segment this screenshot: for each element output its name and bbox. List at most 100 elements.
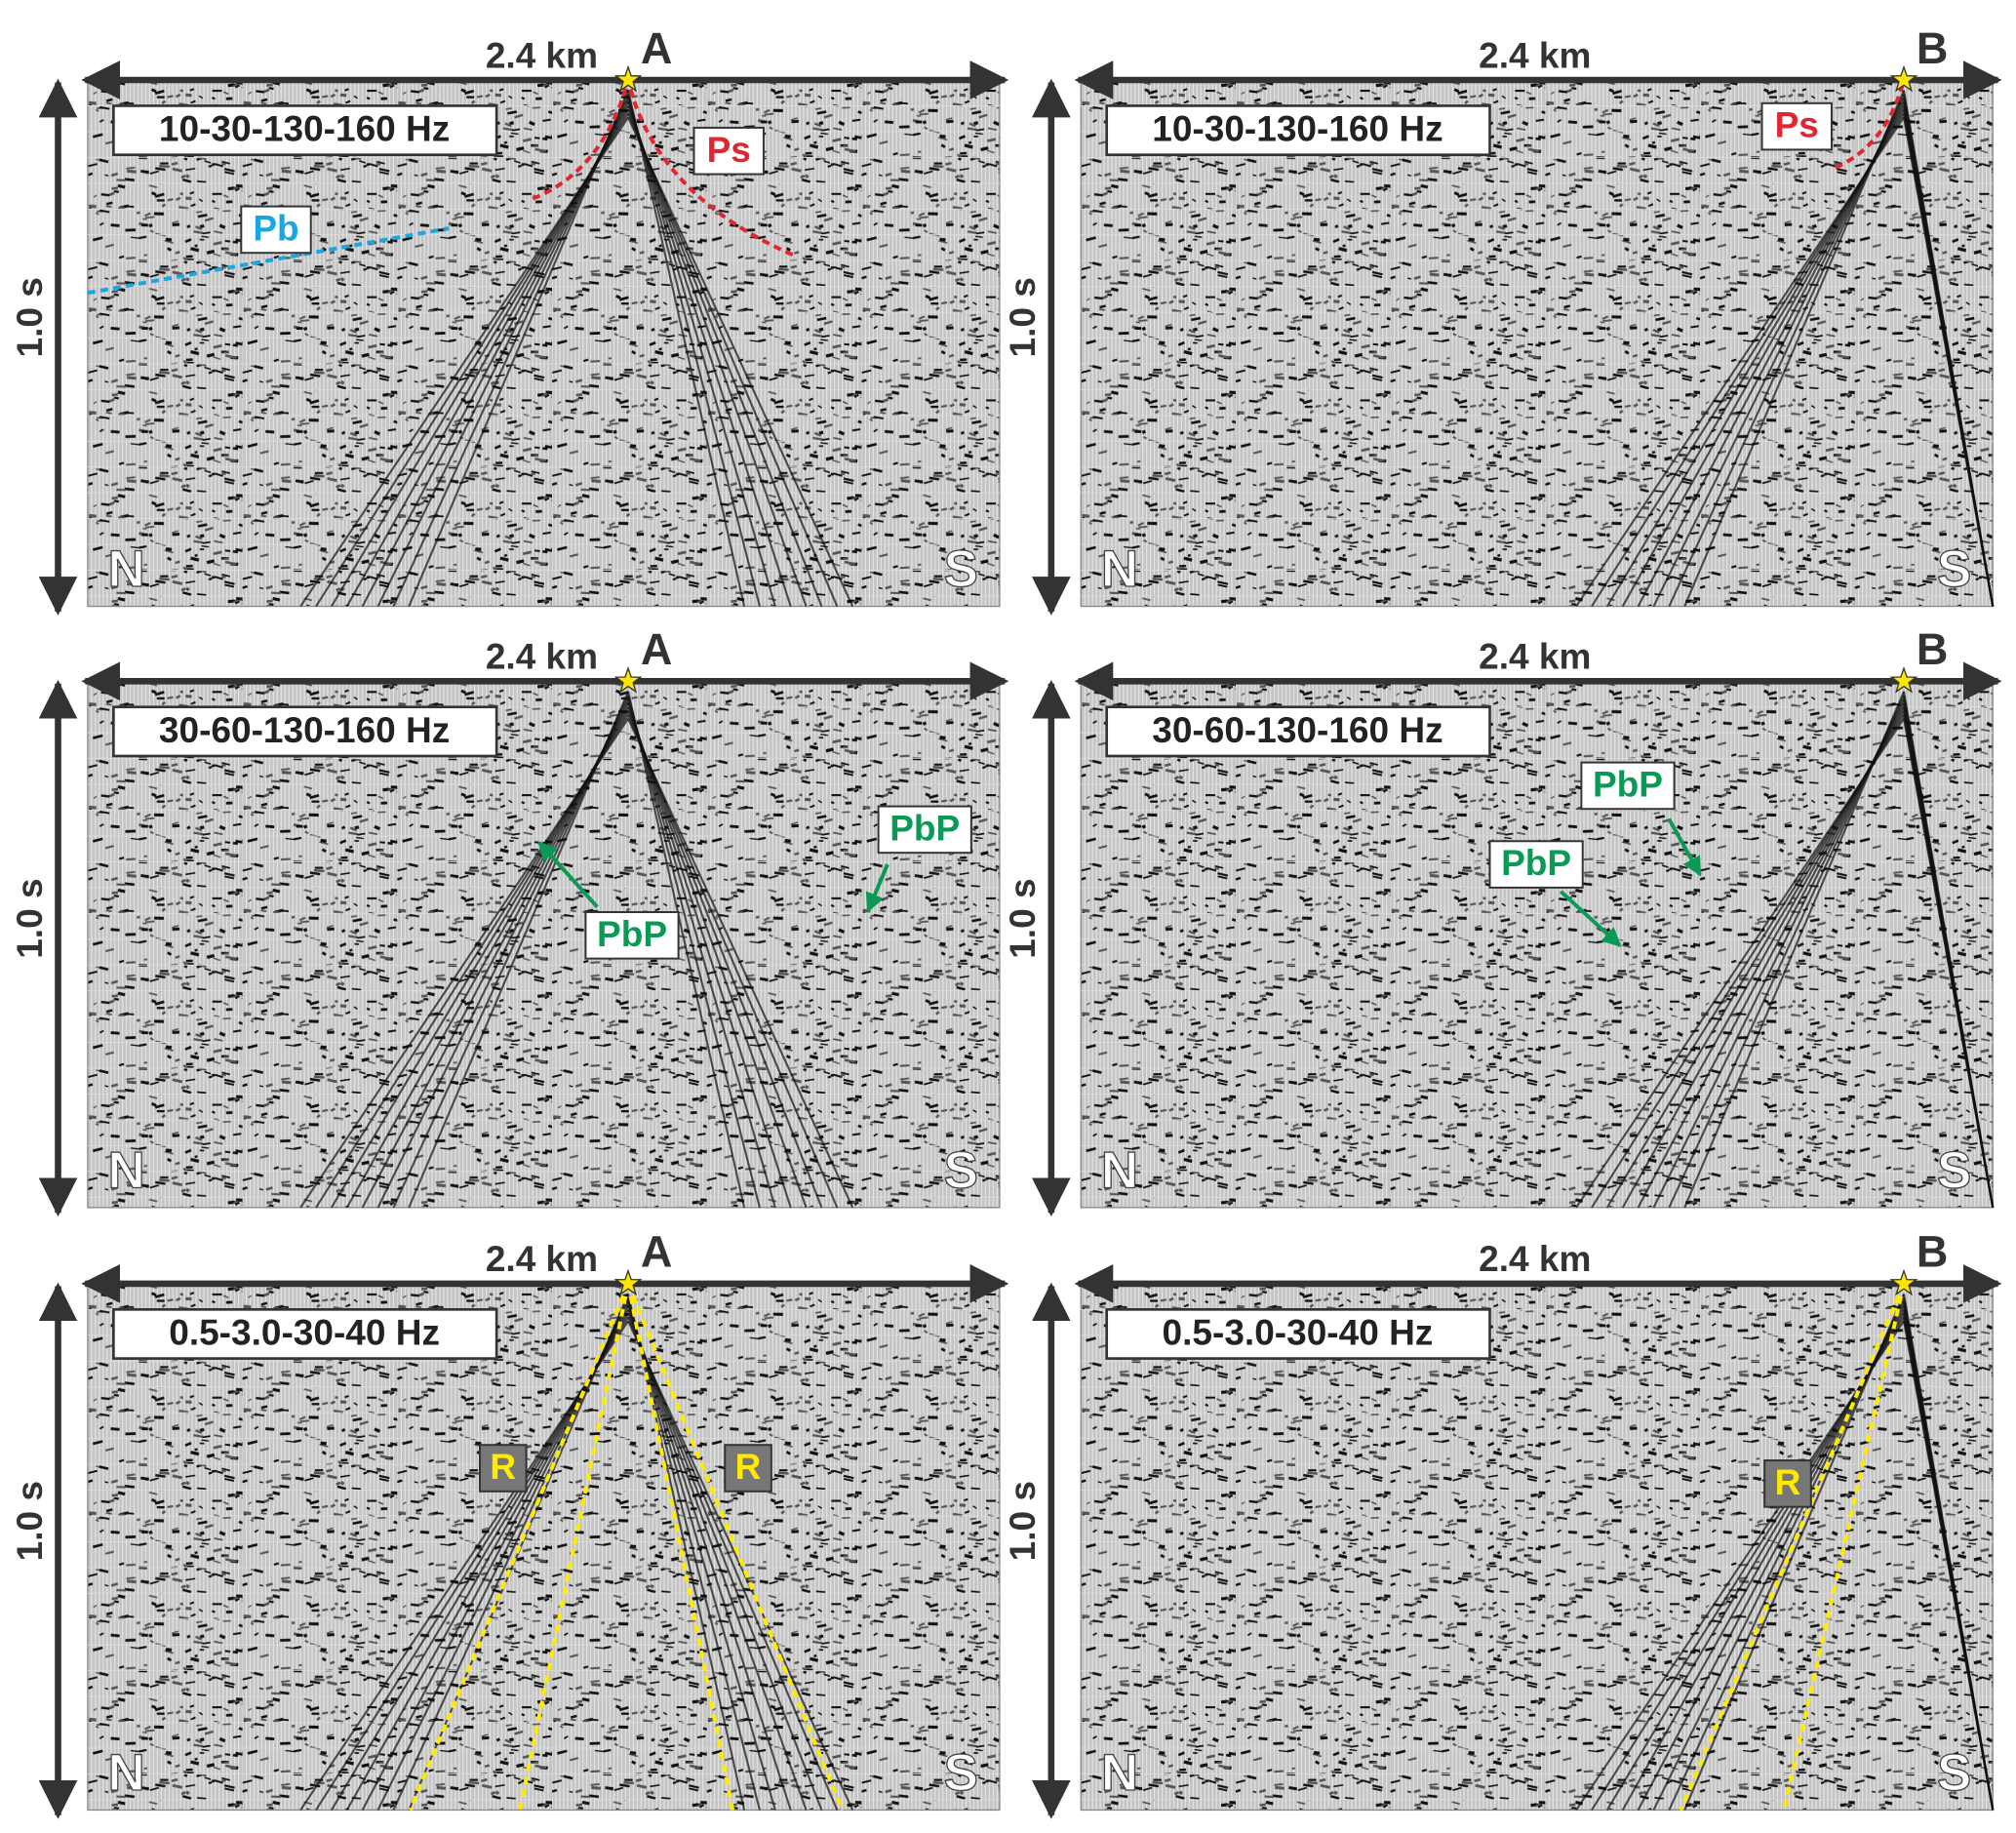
first-arrival [627,698,776,1209]
phase-box [1763,1459,1812,1508]
phase-label: R [490,1446,516,1487]
distance-label: 2.4 km [486,34,598,75]
phase-label: R [735,1446,762,1487]
panel: 2.4 km 1.0 s A 0.5-3.0-30-40 Hz N S R R [9,1227,1009,1819]
first-arrival [627,1301,776,1811]
first-arrival [627,691,746,1209]
filter-label: 10-30-130-160 Hz [159,108,450,149]
seismic-section [87,680,1001,1209]
shot-star [613,64,643,93]
filter-box [1105,1308,1491,1360]
shot-label: B [1917,1227,1948,1277]
first-arrival [1902,117,1995,607]
phase-arrow [1667,817,1702,877]
phase-box [724,1444,772,1493]
phase-curve [87,226,450,296]
phase-label: Ps [707,129,751,170]
distance-label: 2.4 km [486,636,598,677]
filter-box [112,705,498,758]
shot-label: A [641,1227,672,1277]
phase-box [1488,840,1584,889]
first-arrival [627,1308,808,1811]
phase-label: PbP [1501,842,1571,883]
shot-label: A [641,624,672,674]
first-arrival [627,710,823,1209]
first-arrival [627,1297,761,1811]
phase-arrow [1559,890,1622,947]
time-label: 1.0 s [9,878,50,958]
first-arrival [1575,116,1905,608]
first-arrival [627,1294,746,1811]
phase-label: PbP [1593,764,1663,805]
time-label: 1.0 s [1002,1481,1043,1561]
side-label: S [944,540,978,598]
phase-box [478,1444,528,1493]
shot-label: B [1917,624,1948,674]
distance-label: 2.4 km [1479,636,1591,677]
phase-label: R [1775,1461,1801,1502]
filter-label: 30-60-130-160 Hz [159,709,450,750]
side-label: N [108,1141,145,1199]
phase-box [877,805,972,855]
first-arrival [627,718,854,1209]
seismic-section [87,79,1001,608]
panel: 2.4 km 1.0 s B 30-60-130-160 Hz N S PbP PbP [1002,624,2002,1217]
shot-label: A [641,23,672,73]
first-arrival [627,90,746,607]
side-label: S [944,1141,978,1199]
first-arrival [1902,718,1995,1209]
seismic-section [1080,79,1994,608]
phase-label: PbP [597,913,667,954]
filter-box [1105,104,1491,157]
first-arrival [1902,1321,1995,1811]
time-label: 1.0 s [9,277,50,357]
filter-box [112,104,498,157]
filter-box [1105,705,1491,758]
panel: 2.4 km 1.0 s B 10-30-130-160 Hz N S Ps [1002,23,2002,616]
shot-star [1889,1268,1918,1296]
first-arrival [299,718,629,1209]
seismic-section [1080,680,1994,1209]
phase-label: PbP [889,807,960,848]
side-label: S [1937,1141,1971,1199]
shot-star [613,1268,643,1296]
time-label: 1.0 s [9,1481,50,1561]
side-label: S [1937,540,1971,598]
time-label: 1.0 s [1002,277,1043,357]
phase-box [1580,761,1676,811]
seismic-section [87,1283,1001,1812]
phase-box [692,126,765,176]
panel: 2.4 km 1.0 s B 0.5-3.0-30-40 Hz N S R [1002,1227,2002,1819]
first-arrival [627,695,761,1209]
side-label: N [1101,1744,1138,1802]
filter-box [112,1308,498,1360]
first-arrival [627,1320,854,1811]
panel: 2.4 km 1.0 s A 30-60-130-160 Hz N S PbP PbP [9,624,1009,1217]
shot-star [1889,64,1918,93]
phase-arrow [537,841,599,909]
phase-box [584,911,680,960]
first-arrival [299,1320,629,1812]
distance-label: 2.4 km [486,1238,598,1279]
first-arrival [627,98,776,607]
shot-star [1889,666,1918,694]
first-arrival [627,94,761,607]
first-arrival [627,702,792,1209]
side-label: N [108,1744,145,1802]
first-arrival [627,105,808,607]
side-label: N [108,540,145,598]
side-label: N [1101,1141,1138,1199]
panel: 2.4 km 1.0 s A 10-30-130-160 Hz N S Pb Ps [9,23,1009,616]
phase-label: Pb [253,208,298,249]
distance-label: 2.4 km [1479,1238,1591,1279]
side-label: S [944,1744,978,1802]
side-label: N [1101,540,1138,598]
first-arrival [627,116,854,608]
shot-label: B [1917,23,1948,73]
phase-curve [626,1283,845,1812]
first-arrival [627,1312,823,1811]
phase-label: Ps [1775,104,1819,145]
shot-star [613,666,643,694]
